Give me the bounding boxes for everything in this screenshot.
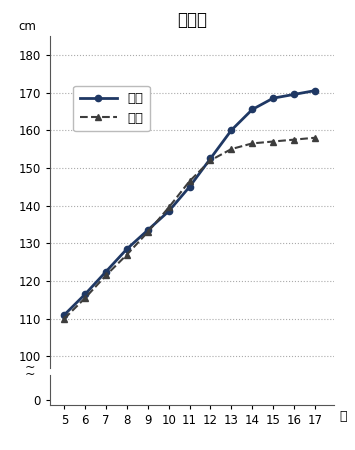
Legend: 男子, 女子: 男子, 女子 — [73, 86, 150, 131]
Text: cm: cm — [18, 20, 36, 33]
Text: ~: ~ — [25, 369, 36, 381]
Text: ~: ~ — [25, 361, 36, 374]
Title: 身　長: 身 長 — [177, 11, 207, 29]
Text: 歳: 歳 — [339, 410, 347, 423]
